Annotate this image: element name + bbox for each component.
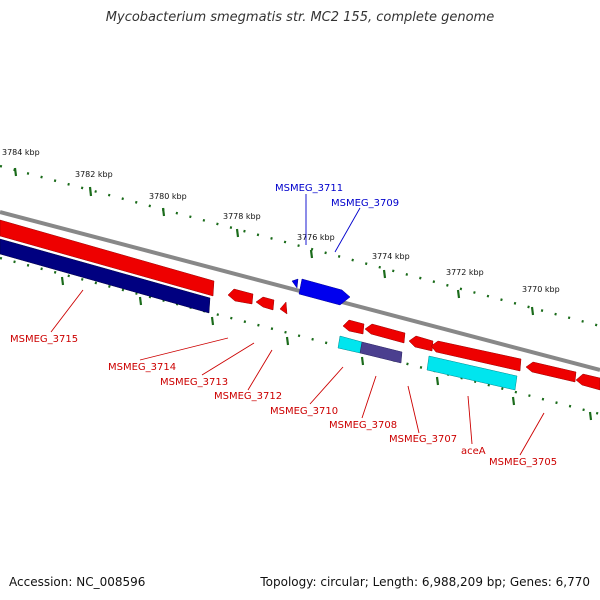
major-tick bbox=[60, 276, 65, 286]
kbp-label: 3770 kbp bbox=[522, 285, 560, 294]
label-msmeg-3710[interactable]: MSMEG_3710 bbox=[270, 406, 338, 417]
major-tick bbox=[235, 228, 240, 238]
gene-labels: MSMEG_3711 MSMEG_3709 MSMEG_3715 MSMEG_3… bbox=[10, 183, 557, 468]
gene-acea[interactable] bbox=[430, 340, 522, 372]
forward-leaders bbox=[305, 194, 361, 253]
leader-msmeg-3705 bbox=[519, 412, 545, 456]
kbp-labels: 3784 kbp 3782 kbp 3780 kbp 3778 kbp 3776… bbox=[2, 148, 560, 294]
leader-msmeg-3714 bbox=[139, 337, 229, 361]
gene-msmeg-3709[interactable] bbox=[298, 278, 351, 306]
major-tick bbox=[285, 336, 290, 346]
label-msmeg-3705[interactable]: MSMEG_3705 bbox=[489, 457, 557, 468]
gene-msmeg-3710[interactable] bbox=[342, 319, 365, 335]
gene-msmeg-3713[interactable] bbox=[255, 296, 275, 311]
label-msmeg-3713[interactable]: MSMEG_3713 bbox=[160, 377, 228, 388]
inner-minor-ticks bbox=[0, 256, 600, 416]
inner-tick-track bbox=[0, 256, 600, 421]
gene-msmeg-3707-cds[interactable] bbox=[359, 341, 403, 364]
major-tick bbox=[13, 167, 18, 177]
gene-msmeg-3705[interactable] bbox=[525, 361, 577, 383]
leader-msmeg-3712 bbox=[247, 349, 273, 391]
leader-msmeg-3707 bbox=[407, 385, 420, 434]
gene-msmeg-3714[interactable] bbox=[227, 288, 254, 305]
major-tick bbox=[210, 316, 215, 326]
major-tick bbox=[360, 356, 365, 366]
major-tick bbox=[530, 306, 535, 316]
label-msmeg-3714[interactable]: MSMEG_3714 bbox=[108, 362, 176, 373]
forward-genes bbox=[291, 278, 351, 306]
reverse-leaders bbox=[50, 289, 545, 456]
leader-msmeg-3708 bbox=[361, 375, 377, 419]
major-tick bbox=[309, 249, 314, 259]
kbp-label: 3774 kbp bbox=[372, 252, 410, 261]
gene-msmeg-3707[interactable] bbox=[408, 335, 434, 352]
kbp-label: 3778 kbp bbox=[223, 212, 261, 221]
leader-msmeg-3713 bbox=[201, 342, 255, 376]
gene-msmeg-3704[interactable] bbox=[575, 373, 600, 391]
leader-msmeg-3715 bbox=[50, 289, 84, 333]
major-tick bbox=[382, 269, 387, 279]
gene-msmeg-3711[interactable] bbox=[291, 278, 299, 289]
gene-msmeg-3715[interactable] bbox=[0, 219, 215, 297]
leader-acea bbox=[467, 395, 473, 445]
major-tick bbox=[161, 207, 166, 217]
kbp-label: 3776 kbp bbox=[297, 233, 335, 242]
gene-msmeg-3712[interactable] bbox=[279, 301, 288, 315]
label-msmeg-3709[interactable]: MSMEG_3709 bbox=[331, 198, 399, 209]
genome-title: Mycobacterium smegmatis str. MC2 155, co… bbox=[105, 10, 495, 25]
kbp-label: 3772 kbp bbox=[446, 268, 484, 277]
label-msmeg-3715[interactable]: MSMEG_3715 bbox=[10, 334, 78, 345]
label-msmeg-3708[interactable]: MSMEG_3708 bbox=[329, 420, 397, 431]
major-tick bbox=[588, 411, 593, 421]
gene-msmeg-3715-cds[interactable] bbox=[0, 238, 211, 314]
major-tick bbox=[88, 186, 93, 197]
label-msmeg-3712[interactable]: MSMEG_3712 bbox=[214, 391, 282, 402]
leader-msmeg-3709 bbox=[334, 207, 361, 253]
label-msmeg-3707[interactable]: MSMEG_3707 bbox=[389, 434, 457, 445]
major-tick bbox=[511, 396, 516, 406]
outer-tick-track bbox=[0, 164, 600, 328]
major-tick bbox=[435, 376, 440, 386]
kbp-label: 3784 kbp bbox=[2, 148, 40, 157]
major-tick bbox=[138, 296, 143, 306]
gene-msmeg-3708-cyan[interactable] bbox=[337, 335, 363, 354]
genome-summary-text: Topology: circular; Length: 6,988,209 bp… bbox=[260, 575, 590, 589]
gene-msmeg-3708[interactable] bbox=[364, 323, 406, 344]
accession-text: Accession: NC_008596 bbox=[9, 575, 146, 589]
label-msmeg-3711[interactable]: MSMEG_3711 bbox=[275, 183, 343, 194]
major-tick bbox=[456, 289, 461, 299]
kbp-label: 3780 kbp bbox=[149, 192, 187, 201]
leader-msmeg-3710 bbox=[309, 366, 344, 405]
label-acea[interactable]: aceA bbox=[461, 446, 486, 457]
reverse-genes bbox=[0, 219, 600, 391]
gene-acea-cyan[interactable] bbox=[426, 355, 518, 391]
kbp-label: 3782 kbp bbox=[75, 170, 113, 179]
